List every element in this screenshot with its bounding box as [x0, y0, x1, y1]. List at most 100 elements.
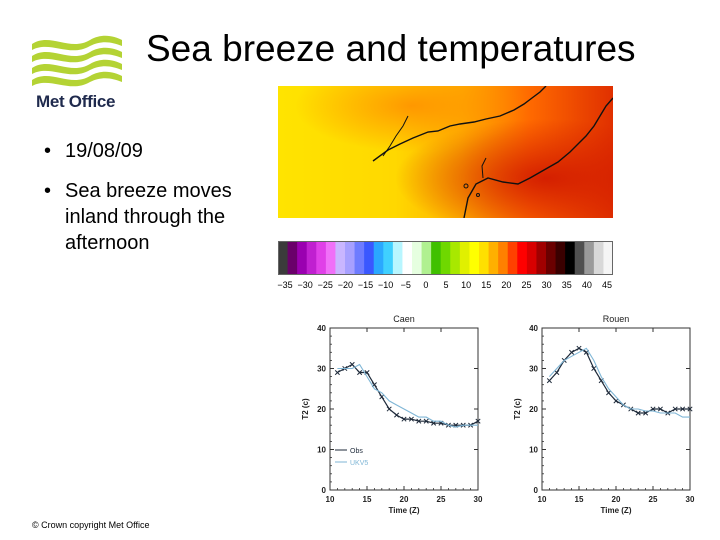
data-point-marker [680, 406, 686, 412]
colorbar-swatch [325, 241, 337, 275]
met-office-wave-logo [32, 35, 122, 87]
colorbar-swatch [603, 241, 613, 275]
data-point-marker [394, 412, 400, 418]
colorbar-swatch [373, 241, 384, 275]
y-tick-label: 20 [529, 405, 538, 414]
series-line [548, 347, 690, 418]
y-axis-label: T2 (c) [513, 398, 522, 420]
legend-label: Obs [350, 448, 363, 455]
colorbar-swatch [306, 241, 317, 275]
data-point-marker [657, 406, 663, 412]
data-point-marker [554, 369, 560, 376]
data-point-marker [672, 406, 678, 412]
y-tick-label: 40 [529, 324, 538, 333]
y-tick-label: 40 [317, 324, 326, 333]
logo-wordmark: Met Office [36, 92, 116, 111]
y-tick-label: 30 [317, 365, 326, 374]
series-line [337, 363, 478, 428]
colorbar-swatch [459, 241, 471, 275]
colorbar-tick-label: 35 [561, 280, 572, 290]
chart-title: Rouen [603, 314, 630, 324]
y-tick-label: 10 [529, 446, 538, 455]
series-line [337, 363, 479, 426]
colorbar-tick-label: 5 [443, 280, 449, 290]
colorbar-swatch [536, 241, 547, 275]
colorbar-swatch [345, 241, 356, 275]
colorbar-tick-label: −15 [357, 280, 374, 290]
data-point-marker [591, 365, 597, 372]
data-point-marker [643, 410, 649, 416]
data-point-marker [379, 394, 385, 400]
colorbar-swatch [383, 241, 394, 275]
colorbar-swatch [392, 241, 404, 275]
bullet-dot-icon: • [44, 140, 52, 162]
x-tick-label: 10 [326, 495, 335, 504]
data-point-marker [334, 369, 340, 376]
colorbar-swatch [440, 241, 451, 275]
data-point-marker [606, 390, 612, 396]
x-axis-label: Time (Z) [601, 506, 632, 515]
colorbar-tick-label: 20 [501, 280, 512, 290]
colorbar-frame [278, 241, 613, 275]
colorbar-tick-label: −20 [337, 280, 354, 290]
colorbar-swatch [555, 241, 566, 275]
colorbar-swatch [431, 241, 442, 275]
copyright-notice: © Crown copyright Met Office [32, 520, 150, 530]
colorbar-swatch [488, 241, 499, 275]
colorbar-swatch [287, 241, 298, 275]
colorbar-swatch [364, 241, 375, 275]
colorbar-tick-label: 15 [481, 280, 492, 290]
colorbar-swatch [316, 241, 327, 275]
temperature-map [278, 86, 613, 218]
colorbar-swatch [546, 241, 557, 275]
temperature-colorbar [278, 241, 613, 275]
colorbar-swatch [354, 241, 365, 275]
colorbar-swatch [402, 241, 413, 275]
colorbar-swatch [526, 241, 538, 275]
bullet-sea-breeze: • Sea breeze moves inland through the af… [42, 178, 242, 256]
page-title: Sea breeze and temperatures [146, 28, 636, 69]
colorbar-swatch [412, 241, 423, 275]
data-point-marker [687, 406, 693, 412]
x-tick-label: 25 [649, 495, 658, 504]
chart-title: Caen [393, 314, 415, 324]
bullet-text: 19/08/09 [65, 140, 143, 162]
x-tick-label: 30 [474, 495, 483, 504]
data-point-marker [546, 378, 552, 384]
legend-label: UKV5 [350, 460, 368, 467]
colorbar-tick-label: 45 [601, 280, 613, 290]
colorbar-tick-label: −35 [277, 280, 293, 290]
colorbar-tick-labels: −35 −30 −25 −20 −15 −10 −5 0 5 10 15 20 25 30 35 40 45 [277, 280, 618, 294]
colorbar-tick-label: −30 [297, 280, 313, 290]
colorbar-swatch [507, 241, 518, 275]
data-point-marker [416, 418, 422, 424]
colorbar-swatch [450, 241, 461, 275]
data-point-marker [401, 416, 407, 422]
colorbar-swatch [517, 241, 528, 275]
data-point-marker [576, 345, 582, 351]
colorbar-tick-label: 10 [461, 280, 472, 290]
y-tick-label: 0 [534, 486, 539, 495]
data-point-marker [357, 369, 363, 376]
data-point-marker [408, 416, 414, 422]
y-tick-label: 30 [529, 365, 538, 374]
x-tick-label: 15 [575, 495, 584, 504]
colorbar-tick-label: 40 [581, 280, 592, 290]
colorbar-tick-label: −25 [317, 280, 333, 290]
x-tick-label: 30 [686, 495, 695, 504]
data-point-marker [613, 398, 619, 404]
y-axis-label: T2 (c) [301, 398, 310, 420]
x-tick-label: 10 [538, 495, 547, 504]
colorbar-swatch [421, 241, 432, 275]
data-point-marker [569, 349, 575, 355]
x-tick-label: 20 [400, 495, 409, 504]
y-tick-label: 0 [322, 486, 327, 495]
colorbar-tick-label: 30 [541, 280, 552, 290]
data-point-marker [475, 418, 481, 424]
colorbar-tick-label: −10 [377, 280, 394, 290]
colorbar-tick-label: −5 [400, 280, 411, 290]
colorbar-swatch [565, 241, 576, 275]
data-point-marker [423, 418, 429, 424]
